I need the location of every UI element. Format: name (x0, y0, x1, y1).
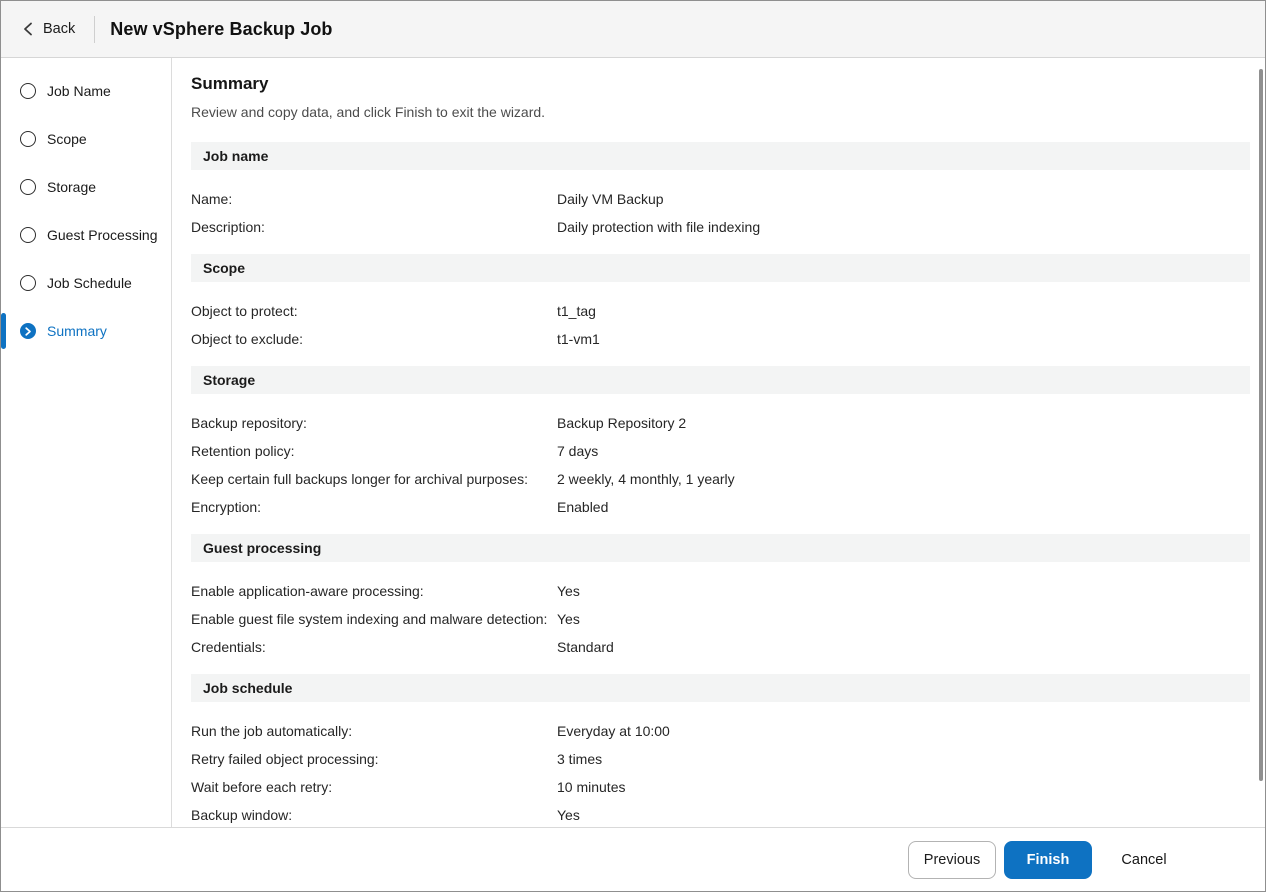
step-bullet-icon (20, 227, 36, 243)
row-value: 3 times (557, 751, 603, 767)
row-label: Enable guest file system indexing and ma… (191, 611, 548, 627)
summary-subtitle: Review and copy data, and click Finish t… (191, 104, 546, 120)
cancel-button[interactable]: Cancel (1104, 841, 1184, 879)
wizard-steps-sidebar: Job Name Scope Storage (1, 58, 172, 827)
row-label: Retry failed object processing: (191, 751, 379, 767)
row-label: Credentials: (191, 639, 266, 655)
step-label: Scope (47, 131, 87, 147)
row-value: Standard (557, 639, 614, 655)
summary-section-job-name: Job name Name: Daily VM Backup Descripti… (191, 142, 1250, 241)
sidebar-step-job-name[interactable]: Job Name (1, 67, 171, 115)
sidebar-step-job-schedule[interactable]: Job Schedule (1, 259, 171, 307)
vertical-scrollbar[interactable] (1259, 69, 1263, 781)
sidebar-step-guest-processing[interactable]: Guest Processing (1, 211, 171, 259)
row-value: 7 days (557, 443, 599, 459)
summary-row: Backup repository: Backup Repository 2 (191, 409, 1250, 437)
summary-row: Encryption: Enabled (191, 493, 1250, 521)
back-button[interactable]: Back (23, 21, 75, 37)
row-value: Yes (557, 583, 580, 599)
summary-section-guest-processing: Guest processing Enable application-awar… (191, 534, 1250, 661)
finish-button[interactable]: Finish (1004, 840, 1092, 879)
row-value: t1-vm1 (557, 331, 600, 347)
step-bullet-icon (20, 323, 36, 339)
chevron-left-icon (23, 22, 43, 36)
wizard-header: Back New vSphere Backup Job (1, 1, 1265, 58)
summary-section-job-schedule: Job schedule Run the job automatically: … (191, 674, 1250, 827)
row-value: Backup Repository 2 (557, 415, 687, 431)
summary-row: Keep certain full backups longer for arc… (191, 465, 1250, 493)
summary-section-storage: Storage Backup repository: Backup Reposi… (191, 366, 1250, 521)
section-header: Job schedule (191, 674, 1250, 702)
summary-row: Retry failed object processing: 3 times (191, 745, 1250, 773)
row-value: Yes (557, 807, 580, 823)
page-title: New vSphere Backup Job (110, 18, 333, 39)
section-rows: Enable application-aware processing: Yes… (191, 562, 1250, 661)
summary-row: Object to exclude: t1-vm1 (191, 325, 1250, 353)
wizard-footer: Previous Finish Cancel (1, 827, 1265, 891)
row-label: Retention policy: (191, 443, 295, 459)
summary-row: Enable application-aware processing: Yes (191, 577, 1250, 605)
step-label: Job Name (47, 83, 111, 99)
sidebar-step-storage[interactable]: Storage (1, 163, 171, 211)
summary-row: Retention policy: 7 days (191, 437, 1250, 465)
summary-heading: Summary (191, 74, 269, 93)
summary-row: Credentials: Standard (191, 633, 1250, 661)
row-value: 10 minutes (557, 779, 626, 795)
row-label: Enable application-aware processing: (191, 583, 424, 599)
section-rows: Object to protect: t1_tag Object to excl… (191, 282, 1250, 353)
row-value: 2 weekly, 4 monthly, 1 yearly (557, 471, 735, 487)
row-value: t1_tag (557, 303, 596, 319)
row-label: Backup window: (191, 807, 293, 823)
section-rows: Run the job automatically: Everyday at 1… (191, 702, 1250, 827)
row-value: Daily protection with file indexing (557, 219, 761, 235)
summary-section-scope: Scope Object to protect: t1_tag Object t… (191, 254, 1250, 353)
summary-row: Wait before each retry: 10 minutes (191, 773, 1250, 801)
section-header: Storage (191, 366, 1250, 394)
summary-row: Object to protect: t1_tag (191, 297, 1250, 325)
sidebar-step-summary[interactable]: Summary (1, 307, 171, 355)
section-header: Scope (191, 254, 1250, 282)
step-label: Job Schedule (47, 275, 132, 291)
summary-row: Enable guest file system indexing and ma… (191, 605, 1250, 633)
sidebar-step-scope[interactable]: Scope (1, 115, 171, 163)
row-value: Yes (557, 611, 580, 627)
summary-row: Description: Daily protection with file … (191, 213, 1250, 241)
row-label: Keep certain full backups longer for arc… (191, 471, 528, 487)
row-label: Description: (191, 219, 265, 235)
section-rows: Backup repository: Backup Repository 2 R… (191, 394, 1250, 521)
back-button-label: Back (43, 21, 76, 37)
row-label: Object to exclude: (191, 331, 304, 347)
row-value: Everyday at 10:00 (557, 723, 670, 739)
section-header: Job name (191, 142, 1250, 170)
row-value: Daily VM Backup (557, 191, 664, 207)
row-value: Enabled (557, 499, 609, 515)
summary-row: Backup window: Yes (191, 801, 1250, 827)
step-label: Summary (47, 323, 107, 339)
step-bullet-icon (20, 179, 36, 195)
summary-panel: Summary Review and copy data, and click … (172, 58, 1265, 827)
row-label: Run the job automatically: (191, 723, 353, 739)
summary-row: Run the job automatically: Everyday at 1… (191, 717, 1250, 745)
step-label: Storage (47, 179, 97, 195)
row-label: Backup repository: (191, 415, 307, 431)
section-header: Guest processing (191, 534, 1250, 562)
summary-row: Name: Daily VM Backup (191, 185, 1250, 213)
header-divider (94, 15, 96, 43)
row-label: Object to protect: (191, 303, 298, 319)
step-bullet-icon (20, 83, 36, 99)
previous-button[interactable]: Previous (908, 840, 996, 879)
row-label: Wait before each retry: (191, 779, 333, 795)
step-bullet-icon (20, 275, 36, 291)
row-label: Name: (191, 191, 233, 207)
step-bullet-icon (20, 131, 36, 147)
row-label: Encryption: (191, 499, 262, 515)
step-label: Guest Processing (47, 227, 158, 243)
section-rows: Name: Daily VM Backup Description: Daily… (191, 170, 1250, 241)
